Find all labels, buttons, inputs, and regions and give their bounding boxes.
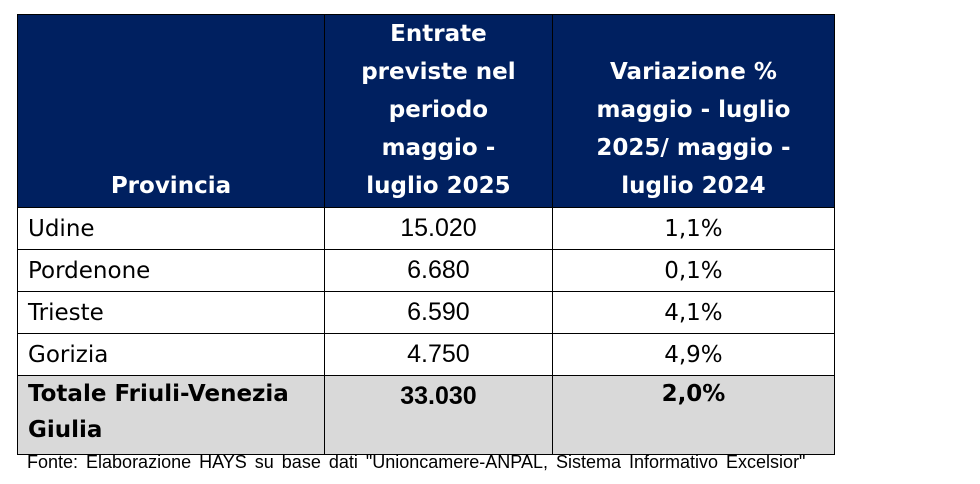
cell-entrate: 6.680	[323, 249, 553, 292]
total-entrate: 33.030	[323, 375, 553, 455]
table-row: Udine 15.020 1,1%	[17, 207, 836, 250]
cell-provincia: Udine	[17, 207, 325, 250]
cell-provincia: Trieste	[17, 291, 325, 334]
header-variazione: Variazione % maggio - luglio 2025/ maggi…	[551, 14, 836, 208]
table-row: Trieste 6.590 4,1%	[17, 291, 836, 334]
cell-provincia: Pordenone	[17, 249, 325, 292]
cell-variazione: 4,1%	[551, 291, 836, 334]
header-provincia: Provincia	[17, 14, 325, 208]
cell-entrate: 4.750	[323, 333, 553, 376]
cell-entrate: 15.020	[323, 207, 553, 250]
table-row: Pordenone 6.680 0,1%	[17, 249, 836, 292]
cell-variazione: 0,1%	[551, 249, 836, 292]
cell-variazione: 1,1%	[551, 207, 836, 250]
total-row: Totale Friuli-Venezia Giulia 33.030 2,0%	[17, 375, 836, 455]
header-row: Provincia Entrate previste nel periodo m…	[17, 14, 836, 208]
total-provincia: Totale Friuli-Venezia Giulia	[17, 375, 325, 455]
data-table: Provincia Entrate previste nel periodo m…	[17, 14, 836, 455]
table-row: Gorizia 4.750 4,9%	[17, 333, 836, 376]
cell-variazione: 4,9%	[551, 333, 836, 376]
total-variazione: 2,0%	[551, 375, 836, 455]
cell-provincia: Gorizia	[17, 333, 325, 376]
cell-entrate: 6.590	[323, 291, 553, 334]
source-note: Fonte: Elaborazione HAYS su base dati "U…	[27, 452, 806, 472]
header-entrate: Entrate previste nel periodo maggio - lu…	[323, 14, 553, 208]
